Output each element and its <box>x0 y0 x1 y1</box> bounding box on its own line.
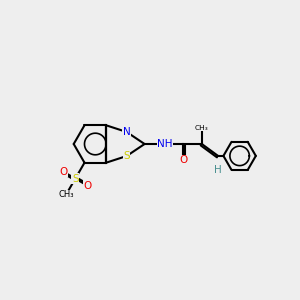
Text: S: S <box>72 174 79 184</box>
Text: O: O <box>179 155 188 165</box>
Text: O: O <box>59 167 67 177</box>
Text: CH₃: CH₃ <box>58 190 74 199</box>
Text: O: O <box>83 181 92 190</box>
Text: N: N <box>123 127 130 137</box>
Text: S: S <box>123 151 130 161</box>
Text: H: H <box>214 165 222 175</box>
Text: CH₃: CH₃ <box>195 125 209 131</box>
Text: NH: NH <box>157 139 173 149</box>
